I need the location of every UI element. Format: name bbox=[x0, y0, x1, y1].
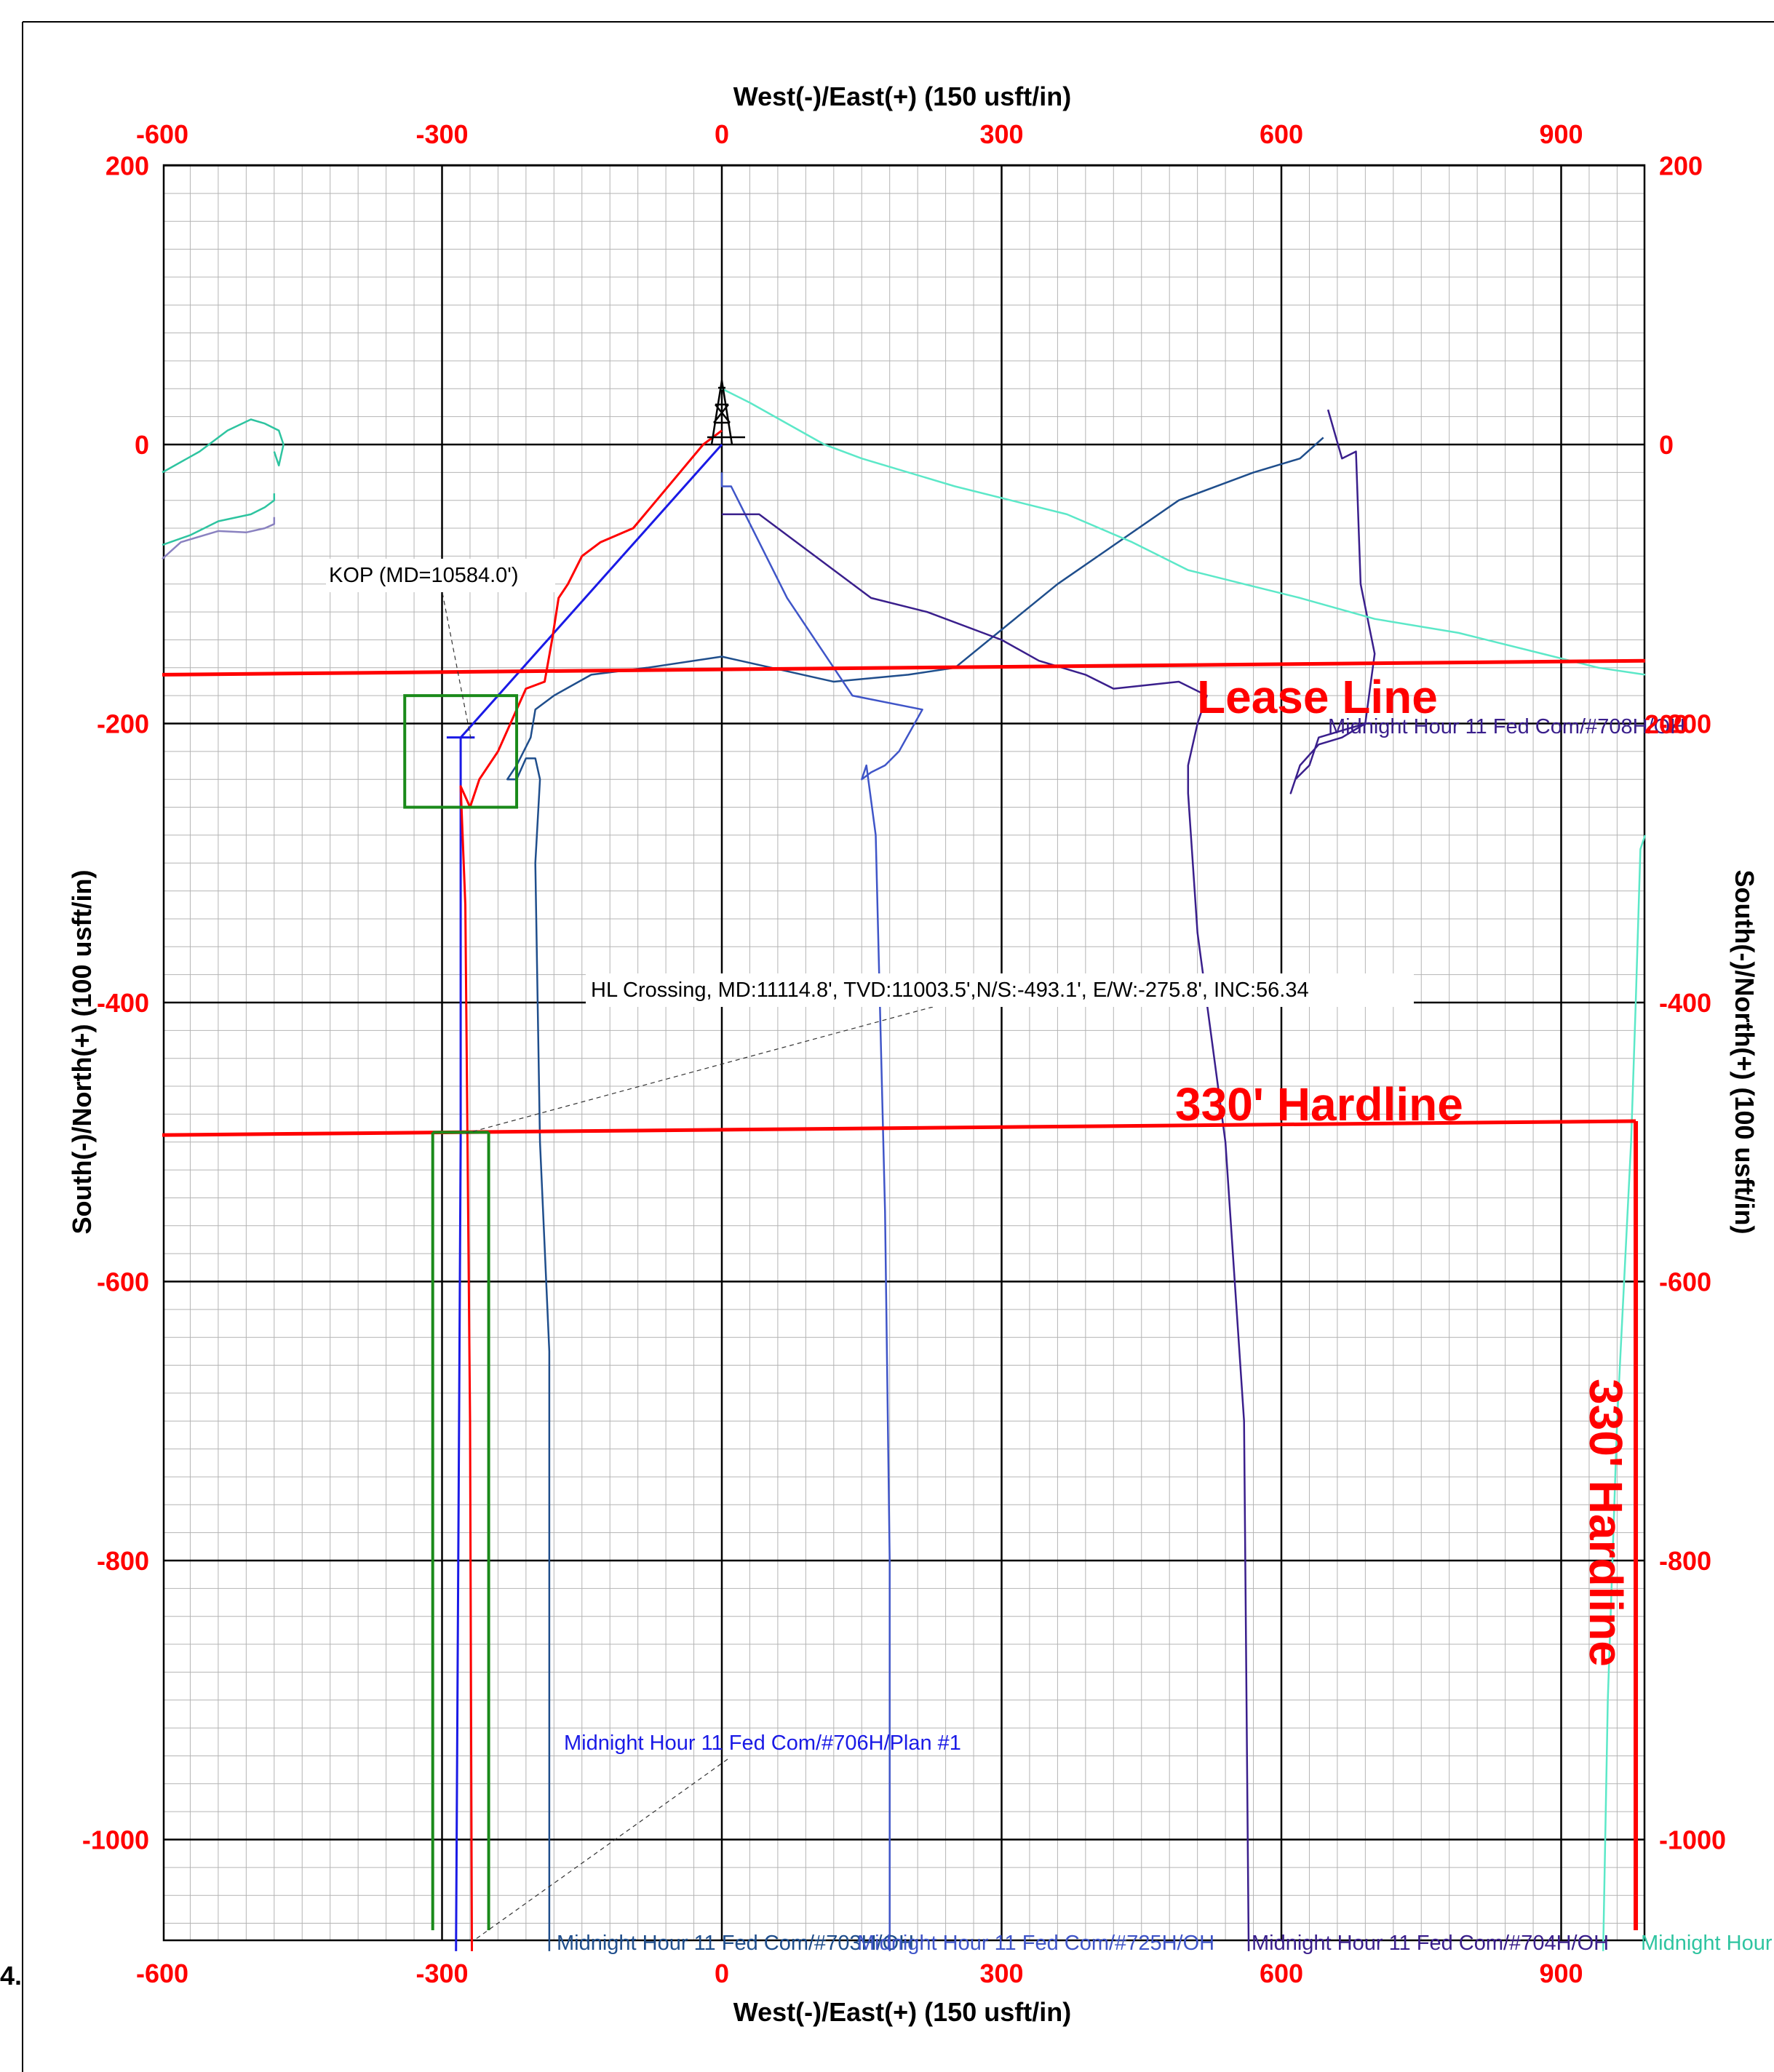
x-tick-label-bottom: 0 bbox=[715, 1959, 729, 1988]
y-tick-label-left: -200 bbox=[97, 709, 149, 739]
plot-border bbox=[162, 164, 1646, 1942]
truncated-edge-text: 4. bbox=[0, 1961, 22, 1991]
kop-label: KOP (MD=10584.0') bbox=[329, 564, 519, 587]
y-tick-label-right: -600 bbox=[1659, 1267, 1711, 1297]
rig-icon bbox=[713, 404, 729, 423]
rig-icon bbox=[720, 380, 733, 445]
lease-line-label: Lease Line bbox=[1197, 671, 1438, 723]
well-path-plan-0 bbox=[455, 444, 723, 1951]
x-axis-title-bottom: West(-)/East(+) (150 usft/in) bbox=[733, 1997, 1071, 2027]
well-path-slate-3 bbox=[720, 472, 923, 1951]
y-axis-title-right: South(-)/North(+) (100 usft/in) bbox=[1730, 870, 1759, 1235]
well-path-navy-2 bbox=[506, 437, 1324, 1951]
y-tick-label-right: -1000 bbox=[1659, 1825, 1726, 1855]
well-label-teal: Midnight Hour bbox=[1641, 1932, 1773, 1955]
x-tick-label-top: -600 bbox=[136, 119, 188, 149]
well-label-708h: Midnight Hour 11 Fed Com/#708H/OH bbox=[1328, 715, 1685, 738]
well-path-indigo-4 bbox=[722, 513, 1250, 1951]
x-tick-label-top: 900 bbox=[1539, 119, 1583, 149]
x-tick-label-bottom: 300 bbox=[979, 1959, 1023, 1988]
y-tick-label-right: 0 bbox=[1659, 430, 1674, 460]
well-path-indigo-5 bbox=[1289, 409, 1376, 794]
kop-leader bbox=[442, 592, 472, 743]
rig-icon bbox=[715, 404, 731, 423]
kop-target-box bbox=[403, 694, 519, 809]
well-label-704h: Midnight Hour 11 Fed Com/#704H/OH bbox=[1252, 1932, 1609, 1955]
hardline-south bbox=[162, 1119, 1636, 1137]
major-grid bbox=[164, 164, 1644, 1940]
well-label-706h: Midnight Hour 11 Fed Com/#706H/Plan #1 bbox=[564, 1732, 961, 1755]
y-tick-label-right: -400 bbox=[1659, 988, 1711, 1018]
y-tick-label-left: -600 bbox=[97, 1267, 149, 1297]
plan-label-leader bbox=[472, 1758, 728, 1942]
x-tick-label-bottom: 600 bbox=[1260, 1959, 1303, 1988]
hardline-south-label: 330' Hardline bbox=[1175, 1078, 1463, 1131]
x-tick-label-bottom: -300 bbox=[415, 1959, 468, 1988]
well-path-survey-1 bbox=[459, 429, 723, 1951]
y-tick-label-left: -1000 bbox=[82, 1825, 149, 1855]
hardline-east-label: 330' Hardline bbox=[1580, 1379, 1632, 1667]
well-label-725h: Midnight Hour 11 Fed Com/#725H/OH bbox=[857, 1932, 1214, 1955]
minor-grid bbox=[164, 165, 1644, 1940]
well-path-aqua-6 bbox=[721, 388, 1646, 676]
tick-labels: -600 -600 -300 -300 0 0 300 300 600 600 900 900 200 2… bbox=[82, 119, 1726, 1988]
x-tick-label-bottom: -600 bbox=[136, 1959, 188, 1988]
hl-crossing-label-box bbox=[586, 973, 1414, 1007]
y-tick-label-left: -800 bbox=[97, 1546, 149, 1576]
x-tick-label-top: 600 bbox=[1260, 119, 1303, 149]
x-tick-label-bottom: 900 bbox=[1539, 1959, 1583, 1988]
hl-crossing-leader bbox=[465, 1006, 934, 1134]
x-tick-label-top: 0 bbox=[715, 119, 729, 149]
hl-crossing-label: HL Crossing, MD:11114.8', TVD:11003.5',N… bbox=[591, 979, 1309, 1002]
lease-line bbox=[162, 658, 1645, 677]
y-tick-label-right: -200 bbox=[1659, 709, 1711, 739]
overlay-layer bbox=[162, 380, 1645, 1942]
well-path-teal-8 bbox=[162, 418, 285, 474]
y-tick-label-left: 0 bbox=[135, 430, 149, 460]
y-tick-label-left: 200 bbox=[106, 151, 149, 181]
kop-label-box bbox=[326, 559, 555, 592]
x-axis-title-top: West(-)/East(+) (150 usft/in) bbox=[733, 81, 1071, 111]
y-tick-label-right: -800 bbox=[1659, 1546, 1711, 1576]
well-path-aqua-7 bbox=[1602, 834, 1647, 1951]
x-tick-label-top: -300 bbox=[415, 119, 468, 149]
rig-icon bbox=[710, 380, 723, 445]
x-tick-label-top: 300 bbox=[979, 119, 1023, 149]
y-axis-title-left: South(-)/North(+) (100 usft/in) bbox=[67, 870, 97, 1235]
well-label-703h: Midnight Hour 11 Fed Com/#703H/OH bbox=[557, 1932, 914, 1955]
y-tick-label-right: 200 bbox=[1659, 151, 1703, 181]
series-layer bbox=[162, 388, 1647, 1951]
well-path-teal-9 bbox=[162, 493, 276, 546]
well-label-200-overlap: 200 bbox=[1644, 709, 1688, 739]
well-path-lavender-10 bbox=[162, 517, 276, 560]
y-tick-label-left: -400 bbox=[97, 988, 149, 1018]
